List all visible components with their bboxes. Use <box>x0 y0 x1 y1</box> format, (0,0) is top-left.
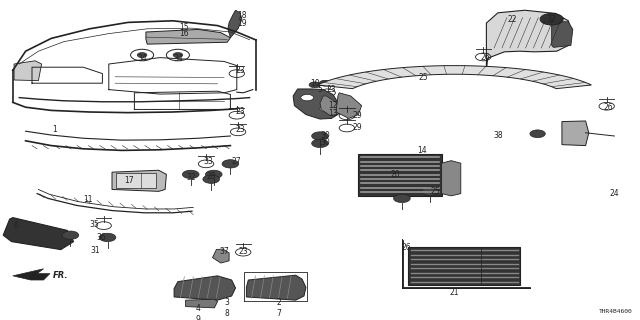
Text: 32: 32 <box>547 15 557 24</box>
Text: 26: 26 <box>480 53 490 62</box>
Bar <box>408 247 520 285</box>
Text: 32: 32 <box>186 173 196 182</box>
Text: 30: 30 <box>320 138 330 147</box>
Text: THR4B4600: THR4B4600 <box>598 309 632 314</box>
Circle shape <box>530 130 545 138</box>
Text: 23: 23 <box>235 108 245 116</box>
Polygon shape <box>228 10 242 38</box>
Polygon shape <box>336 93 362 118</box>
Text: 37: 37 <box>219 247 229 256</box>
Circle shape <box>394 194 410 203</box>
Circle shape <box>138 53 147 57</box>
Text: 17: 17 <box>124 176 134 185</box>
Text: 7: 7 <box>276 309 281 318</box>
Text: 29: 29 <box>352 111 362 120</box>
Bar <box>402 287 530 288</box>
Circle shape <box>222 160 239 168</box>
Polygon shape <box>174 276 236 300</box>
Circle shape <box>62 231 79 239</box>
Text: 23: 23 <box>238 247 248 256</box>
Text: 25: 25 <box>419 73 429 82</box>
Polygon shape <box>320 96 339 115</box>
Text: 25: 25 <box>430 188 440 196</box>
Polygon shape <box>146 29 230 44</box>
Circle shape <box>312 139 328 148</box>
Text: 5: 5 <box>317 85 323 94</box>
Bar <box>402 240 403 288</box>
Text: 9: 9 <box>196 316 201 320</box>
Circle shape <box>182 170 199 179</box>
Text: 26: 26 <box>401 244 412 252</box>
Text: 31: 31 <box>90 246 100 255</box>
Text: 26: 26 <box>603 103 613 112</box>
Circle shape <box>312 132 328 140</box>
Text: 23: 23 <box>326 85 337 94</box>
Circle shape <box>540 13 563 25</box>
Text: 27: 27 <box>232 157 242 166</box>
Text: 12: 12 <box>328 101 337 110</box>
Text: 34: 34 <box>137 54 147 63</box>
Text: 6: 6 <box>13 221 19 230</box>
Circle shape <box>319 80 331 86</box>
Text: 10: 10 <box>310 79 320 88</box>
Polygon shape <box>486 10 571 70</box>
Text: 16: 16 <box>179 29 189 38</box>
Text: 4: 4 <box>196 304 201 313</box>
Text: 22: 22 <box>508 15 516 24</box>
Polygon shape <box>14 61 42 81</box>
Circle shape <box>301 94 314 101</box>
Text: 33: 33 <box>203 157 213 166</box>
Text: 34: 34 <box>173 54 183 63</box>
Text: 23: 23 <box>235 66 245 75</box>
Text: 13: 13 <box>328 109 338 118</box>
Circle shape <box>99 233 116 242</box>
Text: 38: 38 <box>493 132 503 140</box>
Polygon shape <box>212 249 229 263</box>
Polygon shape <box>112 170 166 191</box>
Text: 3: 3 <box>225 298 230 307</box>
Text: 35: 35 <box>90 220 100 229</box>
Text: 8: 8 <box>225 309 230 318</box>
Text: FR.: FR. <box>52 271 68 280</box>
Circle shape <box>309 82 321 88</box>
Text: 1: 1 <box>52 125 57 134</box>
Text: 29: 29 <box>352 124 362 132</box>
Text: 20: 20 <box>390 170 401 179</box>
Text: 2: 2 <box>276 298 281 307</box>
Polygon shape <box>3 218 74 250</box>
Text: 21: 21 <box>450 288 459 297</box>
Polygon shape <box>317 66 591 89</box>
Text: 18: 18 <box>237 12 246 20</box>
Text: 36: 36 <box>96 233 106 242</box>
Text: 30: 30 <box>320 131 330 140</box>
Text: 15: 15 <box>179 23 189 32</box>
Circle shape <box>422 187 438 196</box>
Text: 24: 24 <box>609 189 620 198</box>
Polygon shape <box>246 275 306 300</box>
Polygon shape <box>186 299 218 308</box>
Bar <box>358 154 442 196</box>
Circle shape <box>205 170 222 179</box>
Text: 23: 23 <box>235 125 245 134</box>
Polygon shape <box>552 22 573 47</box>
Polygon shape <box>442 161 461 196</box>
Polygon shape <box>562 121 589 146</box>
Circle shape <box>173 53 182 57</box>
Text: 28: 28 <box>207 172 216 181</box>
Text: 11: 11 <box>84 196 93 204</box>
Circle shape <box>320 106 333 112</box>
Circle shape <box>203 175 220 183</box>
Text: 14: 14 <box>417 146 428 155</box>
Polygon shape <box>13 269 50 280</box>
Text: 19: 19 <box>237 19 247 28</box>
Bar <box>116 173 156 188</box>
Polygon shape <box>293 89 339 119</box>
